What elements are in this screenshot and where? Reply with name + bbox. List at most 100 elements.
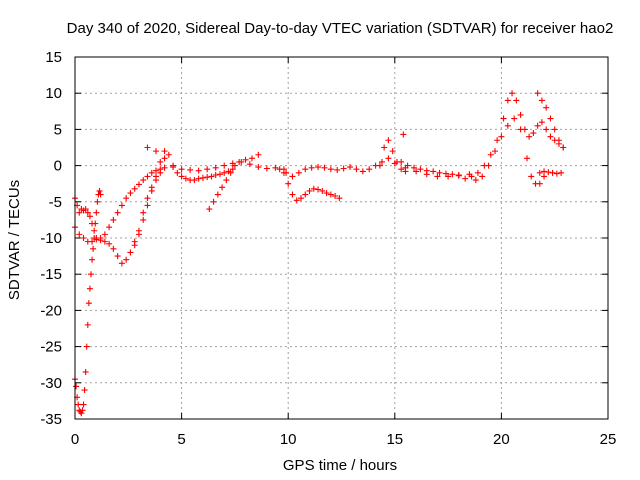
data-point xyxy=(430,168,437,175)
data-point xyxy=(75,401,82,408)
x-axis-label: GPS time / hours xyxy=(283,457,397,474)
data-point xyxy=(417,166,424,173)
data-point xyxy=(210,198,217,205)
series-peak-14-5 xyxy=(376,137,409,175)
data-point xyxy=(492,148,499,155)
data-point xyxy=(231,162,238,169)
y-tick-label: 0 xyxy=(54,158,62,175)
data-point xyxy=(327,191,334,198)
y-tick-label: -30 xyxy=(40,375,62,392)
data-point xyxy=(319,187,326,194)
data-point xyxy=(485,162,492,169)
data-point xyxy=(118,202,125,209)
data-point xyxy=(89,220,96,227)
data-point xyxy=(423,171,430,178)
data-point xyxy=(400,131,407,138)
data-point xyxy=(255,151,262,158)
data-point xyxy=(379,158,386,165)
data-point xyxy=(223,177,230,184)
data-point xyxy=(131,185,138,192)
data-point xyxy=(140,209,147,216)
data-point xyxy=(153,148,160,155)
data-point xyxy=(101,231,108,238)
y-tick-label: 10 xyxy=(45,85,62,102)
data-point xyxy=(558,169,565,176)
data-point xyxy=(494,137,501,144)
data-point xyxy=(110,245,117,252)
data-point xyxy=(214,191,221,198)
data-point xyxy=(534,122,541,129)
data-point xyxy=(479,173,486,180)
y-tick-label: 5 xyxy=(54,121,62,138)
data-point xyxy=(118,260,125,267)
data-point xyxy=(334,166,341,173)
y-axis-label: SDTVAR / TECUs xyxy=(6,180,23,300)
data-point xyxy=(302,166,309,173)
data-point xyxy=(85,300,92,307)
data-point xyxy=(498,133,505,140)
data-point xyxy=(389,148,396,155)
data-point xyxy=(199,174,206,181)
y-tick-label: -5 xyxy=(49,194,62,211)
data-point xyxy=(76,231,83,238)
data-point xyxy=(242,156,249,163)
data-point xyxy=(212,172,219,179)
data-point xyxy=(543,126,550,133)
data-point xyxy=(549,169,556,176)
data-point xyxy=(308,164,315,171)
data-point xyxy=(263,165,270,172)
data-point xyxy=(127,190,134,197)
data-point xyxy=(434,173,441,180)
data-point xyxy=(93,236,100,243)
data-point xyxy=(541,173,548,180)
data-point xyxy=(560,144,567,151)
data-point xyxy=(195,175,202,182)
data-point xyxy=(536,180,543,187)
data-point xyxy=(385,155,392,162)
data-point xyxy=(528,173,535,180)
data-point xyxy=(410,164,417,171)
data-point xyxy=(123,256,130,263)
data-point xyxy=(413,168,420,175)
data-point xyxy=(402,164,409,171)
data-point xyxy=(219,184,226,191)
y-tick-label: -35 xyxy=(40,411,62,428)
x-tick-label: 10 xyxy=(280,431,297,448)
data-points xyxy=(72,90,567,417)
series-late-b xyxy=(472,115,548,187)
data-point xyxy=(178,173,185,180)
data-point xyxy=(513,97,520,104)
data-point xyxy=(135,181,142,188)
data-point xyxy=(216,171,223,178)
data-point xyxy=(487,151,494,158)
data-point xyxy=(553,170,560,177)
data-point xyxy=(436,169,443,176)
data-point xyxy=(449,171,456,178)
data-point xyxy=(182,175,189,182)
data-point xyxy=(227,169,234,176)
data-point xyxy=(272,164,279,171)
data-point xyxy=(547,115,554,122)
data-point xyxy=(148,169,155,176)
data-point xyxy=(80,401,87,408)
data-point xyxy=(140,177,147,184)
data-point xyxy=(534,90,541,97)
chart-title: Day 340 of 2020, Sidereal Day-to-day VTE… xyxy=(67,20,614,37)
data-point xyxy=(551,126,558,133)
data-point xyxy=(302,191,309,198)
data-point xyxy=(94,198,101,205)
data-point xyxy=(76,209,83,216)
data-point xyxy=(545,169,552,176)
y-tick-label: -25 xyxy=(40,339,62,356)
data-point xyxy=(340,165,347,172)
data-point xyxy=(204,166,211,173)
data-point xyxy=(82,368,89,375)
series-dip-10 xyxy=(280,169,343,204)
plot-frame xyxy=(74,56,609,420)
data-point xyxy=(148,184,155,191)
data-point xyxy=(255,164,262,171)
data-point xyxy=(144,173,151,180)
data-point xyxy=(83,343,90,350)
y-tick-label: -20 xyxy=(40,302,62,319)
data-point xyxy=(455,172,462,179)
